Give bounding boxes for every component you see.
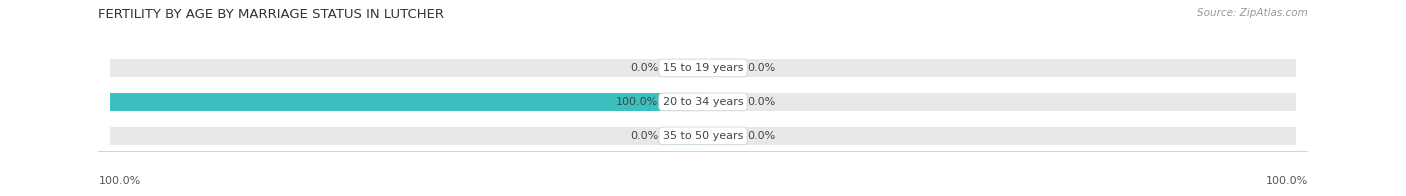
Text: 35 to 50 years: 35 to 50 years — [662, 131, 744, 141]
Text: 0.0%: 0.0% — [630, 63, 658, 73]
Bar — [703, 93, 1296, 111]
Text: Source: ZipAtlas.com: Source: ZipAtlas.com — [1197, 8, 1308, 18]
Bar — [110, 127, 703, 145]
Bar — [668, 127, 703, 145]
Text: FERTILITY BY AGE BY MARRIAGE STATUS IN LUTCHER: FERTILITY BY AGE BY MARRIAGE STATUS IN L… — [98, 8, 444, 21]
Bar — [703, 93, 738, 111]
Text: 15 to 19 years: 15 to 19 years — [662, 63, 744, 73]
Text: 0.0%: 0.0% — [748, 63, 776, 73]
Bar — [703, 127, 1296, 145]
Bar — [703, 127, 738, 145]
Bar — [668, 59, 703, 77]
Text: 0.0%: 0.0% — [630, 131, 658, 141]
Bar — [703, 59, 1296, 77]
Bar — [110, 59, 703, 77]
Text: 100.0%: 100.0% — [98, 176, 141, 186]
Text: 100.0%: 100.0% — [616, 97, 658, 107]
Text: 100.0%: 100.0% — [1265, 176, 1308, 186]
Bar — [703, 59, 738, 77]
Text: 0.0%: 0.0% — [748, 131, 776, 141]
Bar — [110, 93, 703, 111]
Bar — [110, 93, 703, 111]
Text: 0.0%: 0.0% — [748, 97, 776, 107]
Text: 20 to 34 years: 20 to 34 years — [662, 97, 744, 107]
